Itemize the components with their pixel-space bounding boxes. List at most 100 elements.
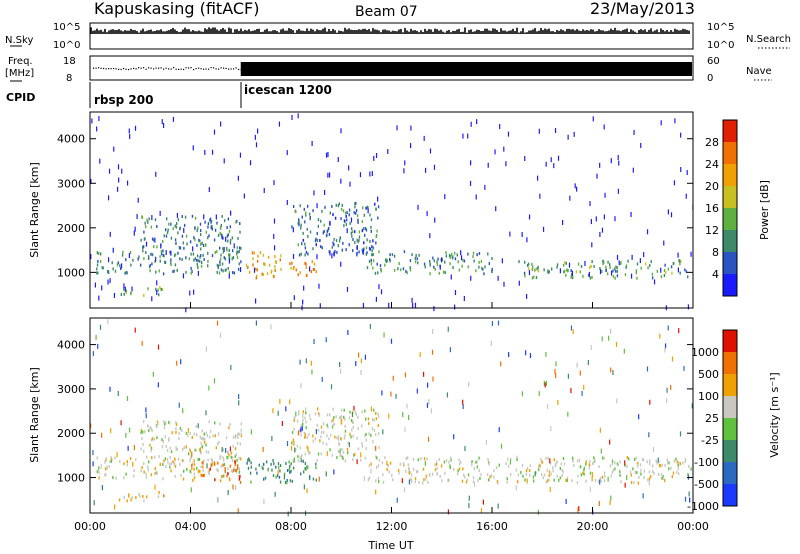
- range-gate-cell: [660, 275, 663, 279]
- range-gate-cell: [284, 480, 287, 484]
- range-gate-cell: [240, 434, 243, 438]
- noise-cell: [170, 250, 172, 256]
- range-gate-cell: [475, 460, 477, 464]
- noise-cell: [302, 299, 304, 305]
- noise-cell: [598, 501, 600, 507]
- range-gate-cell: [237, 435, 239, 439]
- range-gate-cell: [227, 233, 229, 237]
- range-gate-cell: [300, 252, 302, 256]
- range-gate-cell: [340, 207, 343, 211]
- velocity-cbar-label: Velocity [m s⁻¹]: [768, 372, 781, 457]
- range-gate-cell: [345, 218, 348, 222]
- date-title: 23/May/2013: [590, 0, 695, 18]
- noise-cell: [495, 206, 497, 212]
- range-gate-cell: [405, 469, 407, 473]
- noise-cell: [178, 402, 180, 408]
- range-gate-cell: [478, 265, 480, 269]
- range-gate-cell: [591, 275, 593, 279]
- noise-cell: [355, 361, 357, 367]
- range-gate-cell: [185, 234, 188, 238]
- freq-dot: [185, 67, 187, 69]
- range-gate-cell: [160, 287, 162, 291]
- noise-cell: [125, 432, 127, 438]
- range-gate-cell: [157, 495, 160, 499]
- range-gate-cell: [208, 420, 210, 424]
- noise-cell: [110, 428, 112, 434]
- range-gate-cell: [556, 263, 559, 267]
- range-gate-cell: [151, 262, 153, 266]
- range-gate-cell: [183, 223, 186, 227]
- range-gate-cell: [299, 459, 302, 463]
- range-gate-cell: [256, 259, 259, 263]
- freq-dot: [165, 67, 167, 69]
- freq-dot: [198, 67, 200, 69]
- range-gate-cell: [571, 275, 574, 279]
- range-gate-cell: [248, 270, 251, 274]
- noise-cell: [577, 507, 579, 513]
- range-gate-cell: [643, 469, 646, 473]
- range-gate-cell: [96, 263, 99, 267]
- noise-cell: [230, 210, 232, 216]
- range-gate-cell: [354, 240, 356, 244]
- noise-cell: [388, 302, 390, 308]
- noise-cell: [401, 478, 403, 484]
- range-gate-cell: [440, 464, 443, 468]
- range-gate-cell: [166, 448, 169, 452]
- range-gate-cell: [350, 231, 353, 235]
- range-gate-cell: [361, 442, 363, 446]
- noise-cell: [646, 229, 649, 235]
- noise-cell: [446, 392, 449, 398]
- noise-cell: [133, 445, 135, 451]
- range-gate-cell: [334, 216, 337, 220]
- range-gate-cell: [240, 457, 242, 461]
- range-gate-cell: [219, 456, 221, 460]
- noise-cell: [423, 135, 425, 141]
- noise-cell: [596, 173, 598, 179]
- range-gate-cell: [158, 491, 160, 495]
- range-gate-cell: [223, 463, 226, 467]
- range-gate-cell: [352, 238, 354, 242]
- power-cbar-label: Power [dB]: [758, 180, 771, 240]
- range-gate-cell: [275, 475, 277, 479]
- range-gate-cell: [236, 250, 238, 254]
- range-gate-cell: [146, 455, 148, 459]
- noise-cell: [557, 155, 560, 161]
- range-gate-cell: [423, 457, 426, 461]
- noise-cell: [509, 459, 512, 465]
- range-gate-cell: [149, 426, 151, 430]
- range-gate-cell: [312, 247, 314, 251]
- range-gate-cell: [250, 465, 253, 469]
- range-gate-cell: [172, 270, 174, 274]
- noise-cell: [316, 203, 318, 209]
- noise-cell: [293, 440, 295, 446]
- range-gate-cell: [194, 257, 196, 261]
- range-gate-cell: [336, 436, 338, 440]
- range-gate-cell: [274, 265, 276, 269]
- noise-cell: [554, 127, 557, 133]
- range-gate-cell: [556, 474, 558, 478]
- range-gate-cell: [145, 472, 147, 476]
- freq-dot: [135, 68, 137, 70]
- range-gate-cell: [667, 267, 670, 271]
- range-gate-cell: [670, 265, 673, 269]
- range-gate-cell: [98, 471, 100, 475]
- range-gate-cell: [199, 239, 201, 243]
- range-gate-cell: [371, 245, 373, 249]
- range-gate-cell: [149, 264, 151, 268]
- range-gate-cell: [157, 422, 159, 426]
- range-gate-cell: [188, 257, 191, 261]
- range-gate-cell: [290, 266, 292, 270]
- range-gate-cell: [298, 412, 300, 416]
- noise-cell: [666, 398, 668, 404]
- noise-cell: [608, 335, 610, 341]
- range-gate-cell: [439, 474, 441, 478]
- range-gate-cell: [146, 218, 148, 222]
- range-gate-cell: [268, 263, 271, 267]
- colorbar-tick-label: 25: [705, 412, 719, 425]
- range-gate-cell: [625, 264, 628, 268]
- range-gate-cell: [240, 428, 242, 432]
- noise-cell: [306, 488, 308, 494]
- range-gate-cell: [262, 273, 265, 277]
- colorbar-frame: [722, 329, 738, 507]
